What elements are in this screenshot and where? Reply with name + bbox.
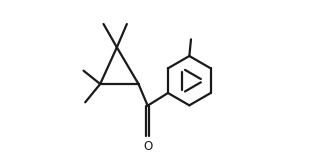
Text: O: O [143, 140, 152, 153]
